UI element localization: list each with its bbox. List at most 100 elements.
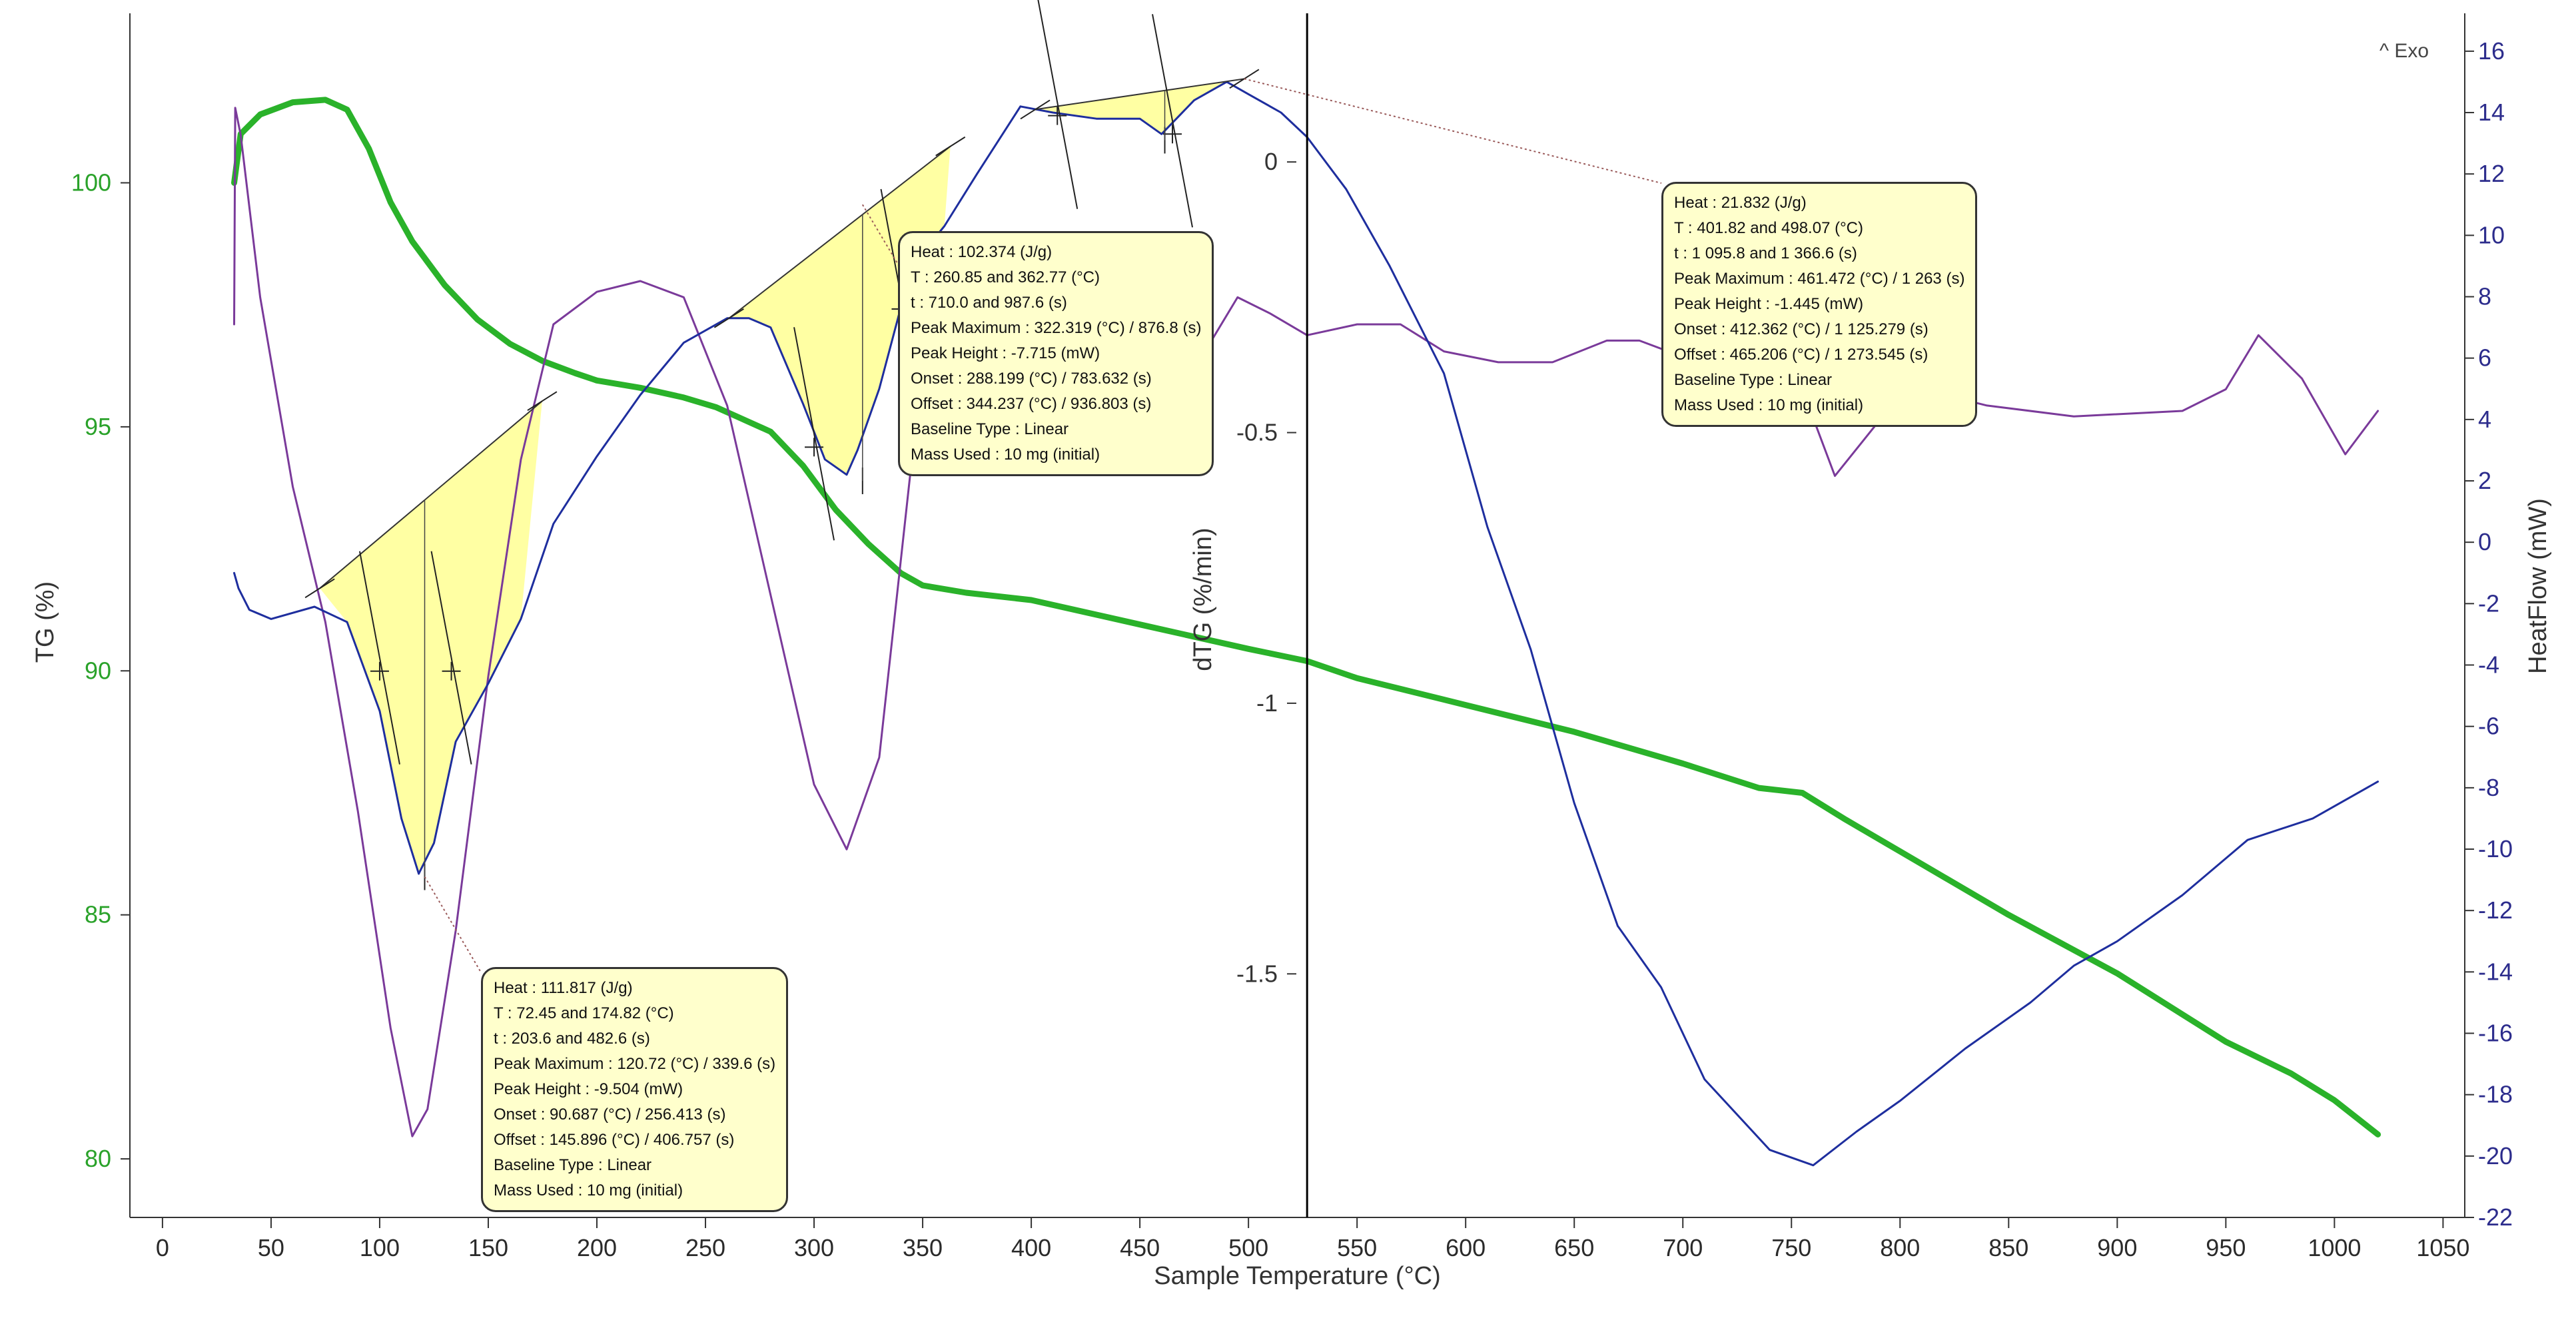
x-tick-label: 100 [360, 1234, 400, 1261]
annotation-peak-1: Heat : 111.817 (J/g) T : 72.45 and 174.82… [481, 967, 789, 1212]
heatflow-tick-label: 16 [2478, 37, 2505, 65]
peak-1-baseline [319, 400, 543, 589]
tg-tick-label: 85 [85, 901, 111, 928]
x-tick-label: 350 [903, 1234, 943, 1261]
heatflow-tick-label: 14 [2478, 99, 2505, 126]
x-tick-label: 1000 [2308, 1234, 2361, 1261]
heatflow-tick-label: 6 [2478, 344, 2491, 372]
tg-axis-title: TG (%) [31, 581, 59, 663]
tg-series-line [231, 97, 2381, 1138]
annotation-line: Baseline Type : Linear [911, 420, 1069, 438]
heatflow-tick-label: 4 [2478, 406, 2491, 433]
peak-1-fill [320, 401, 542, 874]
peak-3-baseline [1035, 78, 1244, 111]
x-tick-label: 850 [1988, 1234, 2028, 1261]
heatflow-tick-label: -10 [2478, 835, 2513, 862]
annotation-line: Peak Height : -1.445 (mW) [1674, 295, 1864, 313]
peak-1-baseline-marker [527, 391, 558, 412]
x-tick-label: 900 [2097, 1234, 2137, 1261]
x-tick-label: 300 [794, 1234, 834, 1261]
annotation-line: Peak Maximum : 120.72 (°C) / 339.6 (s) [494, 1055, 776, 1073]
exo-up-icon: ^ [2379, 40, 2389, 62]
tg-tick-label: 90 [85, 657, 111, 684]
annotation-line: Offset : 145.896 (°C) / 406.757 (s) [494, 1131, 735, 1149]
annotation-peak-3: Heat : 21.832 (J/g) T : 401.82 and 498.07… [1661, 182, 1978, 427]
tg-tick-label: 95 [85, 413, 111, 440]
annotation-line: T : 72.45 and 174.82 (°C) [494, 1004, 674, 1022]
heatflow-tick-label: -16 [2478, 1020, 2513, 1047]
annotation-line: Peak Height : -9.504 (mW) [494, 1080, 683, 1098]
heatflow-tick-label: -4 [2478, 651, 2499, 679]
x-tick-label: 950 [2206, 1234, 2246, 1261]
peak-fill-layer [320, 79, 1244, 874]
x-tick-label: 550 [1337, 1234, 1377, 1261]
peak-3-fill [1035, 79, 1244, 135]
annotation-line: Baseline Type : Linear [494, 1156, 652, 1174]
dtg-tick-label: -1 [1256, 689, 1278, 717]
peak-1-baseline-marker [304, 578, 335, 599]
x-tick-label: 600 [1446, 1234, 1486, 1261]
tg-tick-label: 100 [71, 168, 111, 196]
x-tick-label: 1050 [2416, 1234, 2469, 1261]
annotation-line: Peak Height : -7.715 (mW) [911, 344, 1100, 362]
heatflow-tick-label: -12 [2478, 896, 2513, 924]
heatflow-tick-label: -8 [2478, 774, 2499, 801]
x-tick-label: 700 [1663, 1234, 1703, 1261]
annotation-line: Onset : 288.199 (°C) / 783.632 (s) [911, 370, 1152, 388]
dtg-tick-label: 0 [1264, 148, 1278, 175]
dtg-tick-label: -0.5 [1236, 419, 1278, 446]
x-axis-title: Sample Temperature (°C) [1154, 1262, 1441, 1290]
peak-3-tangent-line [1152, 14, 1194, 228]
peak-2-baseline-marker [713, 308, 744, 328]
x-tick-label: 0 [156, 1234, 169, 1261]
x-tick-label: 200 [577, 1234, 617, 1261]
x-tick-label: 500 [1228, 1234, 1268, 1261]
peak-2-baseline [728, 145, 951, 319]
x-tick-label: 250 [685, 1234, 725, 1261]
heatflow-tick-label: -20 [2478, 1142, 2513, 1169]
dtg-tick-label: -1.5 [1236, 960, 1278, 987]
dtg-axis-title: dTG (%/min) [1189, 527, 1217, 671]
heatflow-tick-label: -18 [2478, 1081, 2513, 1108]
heatflow-tick-label: 8 [2478, 283, 2491, 310]
axes-layer: 0 50 100 150 200 250 300 350 400 450 500 550 600 650 7… [31, 13, 2552, 1290]
tg-tick-label: 80 [85, 1145, 111, 1172]
x-tick-label: 450 [1120, 1234, 1160, 1261]
peak-2-baseline-marker [935, 136, 966, 157]
peak-1-tangent-line [430, 551, 472, 765]
annotation-line: Offset : 344.237 (°C) / 936.803 (s) [911, 395, 1152, 413]
peak-1-tangent-line [358, 551, 400, 765]
annotation-line: Mass Used : 10 mg (initial) [911, 446, 1100, 464]
annotation-peak-2: Heat : 102.374 (J/g) T : 260.85 and 362.7… [898, 231, 1214, 476]
x-tick-label: 400 [1011, 1234, 1051, 1261]
annotation-line: T : 401.82 and 498.07 (°C) [1674, 219, 1864, 237]
x-tick-label: 650 [1554, 1234, 1594, 1261]
annotation-line: t : 710.0 and 987.6 (s) [911, 294, 1067, 312]
annotation-line: Heat : 111.817 (J/g) [494, 979, 633, 997]
x-tick-label: 150 [468, 1234, 508, 1261]
annotation-line: Heat : 21.832 (J/g) [1674, 194, 1807, 212]
annotation-line: Offset : 465.206 (°C) / 1 273.545 (s) [1674, 346, 1929, 364]
heatflow-series-line [233, 81, 2379, 1167]
annotation-leader-1 [424, 876, 482, 973]
heatflow-axis-title: HeatFlow (mW) [2524, 498, 2552, 674]
heatflow-tick-label: -22 [2478, 1203, 2513, 1231]
exo-indicator: ^ Exo [2379, 40, 2429, 63]
annotation-line: Peak Maximum : 322.319 (°C) / 876.8 (s) [911, 319, 1202, 337]
heatflow-tick-label: -2 [2478, 589, 2499, 617]
peak-2-fill [729, 146, 951, 475]
annotation-line: Peak Maximum : 461.472 (°C) / 1 263 (s) [1674, 270, 1965, 288]
annotation-line: Onset : 412.362 (°C) / 1 125.279 (s) [1674, 320, 1929, 338]
peak-3-tangent-line [1037, 0, 1078, 209]
heatflow-tick-label: 12 [2478, 160, 2505, 187]
heatflow-tick-label: 2 [2478, 467, 2491, 494]
peak-3-baseline-marker [1020, 99, 1051, 120]
annotation-line: Mass Used : 10 mg (initial) [494, 1181, 683, 1199]
heatflow-tick-label: -14 [2478, 958, 2513, 985]
heatflow-tick-label: 0 [2478, 528, 2491, 555]
exo-label: Exo [2394, 40, 2429, 62]
heatflow-tick-label: 10 [2478, 221, 2505, 248]
annotation-line: t : 1 095.8 and 1 366.6 (s) [1674, 244, 1857, 262]
annotation-line: Onset : 90.687 (°C) / 256.413 (s) [494, 1106, 726, 1124]
